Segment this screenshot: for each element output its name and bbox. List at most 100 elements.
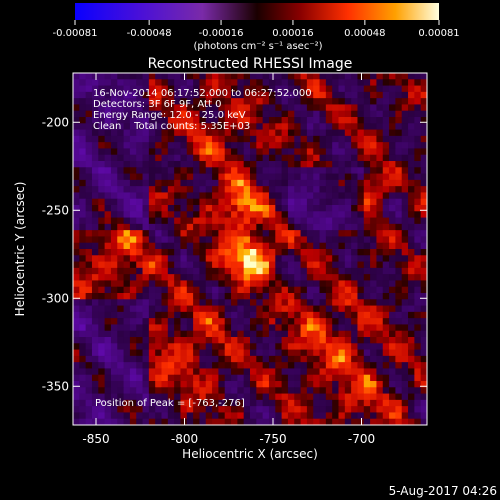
heatmap-cell (91, 274, 99, 281)
heatmap-cell (408, 280, 415, 288)
heatmap-cell (389, 280, 396, 288)
heatmap-cell (243, 324, 251, 332)
heatmap-cell (180, 186, 188, 193)
heatmap-cell (73, 261, 80, 269)
heatmap-cell (401, 399, 409, 407)
heatmap-cell (193, 73, 200, 80)
heatmap-cell (79, 167, 87, 174)
heatmap-cell (98, 192, 106, 200)
heatmap-cell (338, 387, 346, 394)
heatmap-cell (117, 173, 124, 181)
heatmap-cell (414, 368, 422, 376)
heatmap-cell (389, 368, 396, 376)
heatmap-cell (148, 261, 156, 269)
heatmap-cell (319, 412, 327, 420)
heatmap-cell (338, 255, 346, 262)
heatmap-cell (275, 362, 283, 369)
heatmap-cell (313, 399, 320, 407)
heatmap-cell (262, 362, 270, 369)
heatmap-cell (129, 330, 137, 338)
heatmap-cell (212, 110, 219, 118)
heatmap-cell (237, 374, 245, 382)
heatmap-cell (338, 205, 346, 212)
heatmap-cell (382, 142, 390, 149)
heatmap-cell (300, 280, 308, 288)
heatmap-cell (382, 274, 390, 281)
heatmap-cell (148, 280, 156, 288)
heatmap-cell (104, 148, 112, 156)
heatmap-cell (85, 286, 93, 294)
heatmap-cell (313, 355, 320, 363)
heatmap-cell (224, 261, 232, 269)
heatmap-cell (85, 223, 93, 231)
heatmap-cell (161, 205, 169, 212)
heatmap-cell (344, 211, 352, 218)
heatmap-cell (262, 230, 270, 237)
heatmap-cell (300, 249, 308, 256)
heatmap-cell (313, 104, 320, 112)
heatmap-cell (161, 393, 169, 401)
heatmap-cell (212, 211, 219, 218)
heatmap-cell (148, 399, 156, 407)
heatmap-cell (262, 355, 270, 363)
heatmap-cell (300, 406, 308, 413)
heatmap-cell (325, 412, 333, 420)
heatmap-cell (357, 117, 365, 124)
heatmap-cell (123, 110, 131, 118)
heatmap-cell (420, 249, 427, 256)
heatmap-cell (85, 330, 93, 338)
heatmap-cell (351, 280, 358, 288)
heatmap-cell (180, 123, 188, 130)
heatmap-cell (306, 104, 314, 112)
heatmap-cell (136, 104, 143, 112)
heatmap-cell (161, 135, 169, 143)
heatmap-cell (117, 362, 124, 369)
heatmap-cell (268, 205, 276, 212)
heatmap-cell (300, 305, 308, 313)
heatmap-cell (174, 161, 181, 168)
heatmap-cell (155, 173, 162, 181)
heatmap-cell (167, 230, 175, 237)
heatmap-cell (319, 381, 327, 388)
heatmap-cell (174, 192, 181, 200)
heatmap-cell (148, 330, 156, 338)
heatmap-cell (136, 387, 143, 394)
heatmap-cell (344, 255, 352, 262)
heatmap-cell (79, 211, 87, 218)
heatmap-cell (243, 154, 251, 162)
heatmap-cell (174, 110, 181, 118)
heatmap-cell (287, 412, 295, 420)
heatmap-cell (224, 305, 232, 313)
heatmap-cell (275, 305, 283, 313)
heatmap-cell (275, 255, 283, 262)
heatmap-cell (300, 362, 308, 369)
heatmap-cell (237, 368, 245, 376)
heatmap-cell (408, 412, 415, 420)
heatmap-cell (370, 355, 377, 363)
heatmap-cell (344, 374, 352, 382)
heatmap-cell (237, 198, 245, 206)
heatmap-cell (287, 418, 295, 425)
heatmap-cell (351, 230, 358, 237)
heatmap-cell (275, 79, 283, 86)
heatmap-cell (98, 399, 106, 407)
heatmap-cell (148, 362, 156, 369)
heatmap-cell (275, 249, 283, 256)
heatmap-cell (389, 148, 396, 156)
heatmap-cell (389, 267, 396, 275)
heatmap-cell (395, 85, 403, 93)
heatmap-cell (395, 142, 403, 149)
heatmap-cell (376, 311, 384, 319)
heatmap-cell (212, 186, 219, 193)
plot-frame (72, 72, 428, 426)
heatmap-cell (357, 349, 365, 357)
heatmap-cell (104, 355, 112, 363)
heatmap-cell (275, 123, 283, 130)
heatmap-cell (224, 324, 232, 332)
heatmap-cell (357, 154, 365, 162)
heatmap-cell (256, 129, 264, 137)
heatmap-cell (148, 186, 156, 193)
heatmap-cell (250, 117, 257, 124)
heatmap-cell (376, 305, 384, 313)
heatmap-cell (256, 305, 264, 313)
